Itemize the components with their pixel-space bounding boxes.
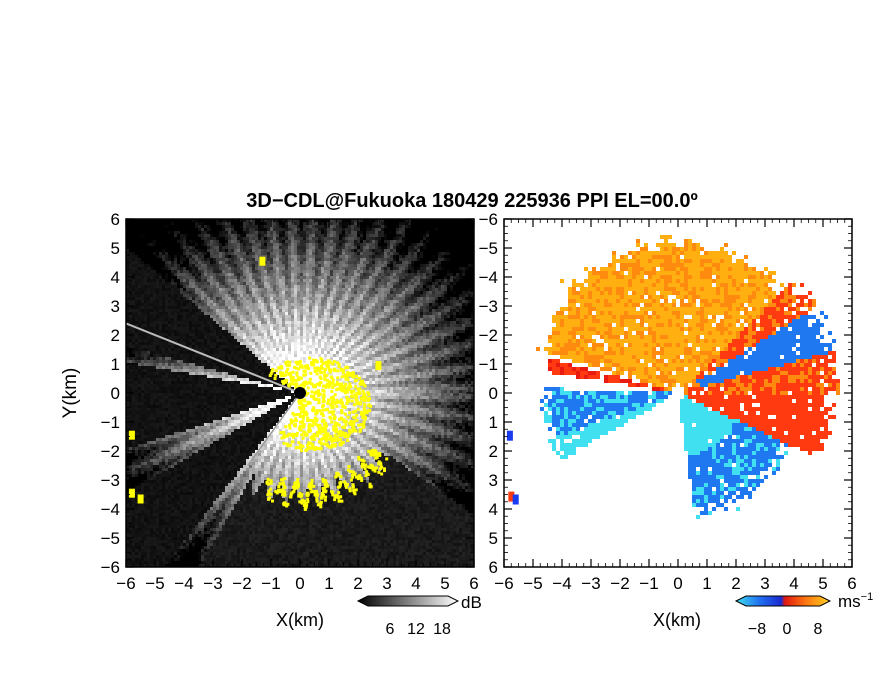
y-tick-label: 6 — [489, 558, 498, 577]
left-colorbar-tick-label: 18 — [433, 621, 451, 638]
y-tick-label: 2 — [489, 442, 498, 461]
y-tick-label: −5 — [479, 239, 498, 258]
y-tick-label: 4 — [489, 500, 498, 519]
x-tick-label: 4 — [411, 574, 420, 593]
x-tick-label: 4 — [789, 574, 798, 593]
x-tick-label: −4 — [174, 574, 193, 593]
x-tick-label: −4 — [552, 574, 571, 593]
x-tick-label: −2 — [610, 574, 629, 593]
right-colorbar-unit: ms−1 — [838, 591, 873, 611]
x-tick-label: 1 — [702, 574, 711, 593]
y-tick-label: −6 — [101, 558, 120, 577]
left-colorbar-tick-label: 6 — [386, 621, 395, 638]
y-tick-label: 3 — [111, 297, 120, 316]
right-x-axis-label: X(km) — [653, 610, 701, 630]
x-tick-label: 0 — [295, 574, 304, 593]
y-tick-label: 1 — [489, 413, 498, 432]
y-tick-label: −3 — [101, 471, 120, 490]
x-tick-label: 5 — [440, 574, 449, 593]
left-colorbar-tick-label: 12 — [407, 621, 425, 638]
y-tick-label: 5 — [111, 239, 120, 258]
x-tick-label: 6 — [847, 574, 856, 593]
y-tick-label: −2 — [479, 326, 498, 345]
x-tick-label: −1 — [639, 574, 658, 593]
x-tick-label: −3 — [203, 574, 222, 593]
x-tick-label: 5 — [818, 574, 827, 593]
y-tick-label: 4 — [111, 268, 120, 287]
left-colorbar: dB 6 12 18 — [358, 593, 482, 638]
y-tick-label: 6 — [111, 210, 120, 229]
y-tick-label: −3 — [479, 297, 498, 316]
y-tick-label: 2 — [111, 326, 120, 345]
y-tick-label: 5 — [489, 529, 498, 548]
right-colorbar-tick-label: 8 — [814, 621, 823, 638]
left-x-axis-label: X(km) — [276, 610, 324, 630]
x-tick-label: 0 — [673, 574, 682, 593]
y-tick-label: −6 — [479, 210, 498, 229]
y-tick-label: −1 — [101, 413, 120, 432]
y-tick-label: −1 — [479, 355, 498, 374]
right-colorbar-tick-label: 0 — [783, 621, 792, 638]
figure-title: 3D−CDL@Fukuoka 180429 225936 PPI EL=00.0… — [246, 190, 698, 212]
y-tick-label: 0 — [111, 384, 120, 403]
right-colorbar: ms−1 −8 0 8 — [736, 591, 873, 638]
y-tick-label: −4 — [479, 268, 498, 287]
y-tick-label: 1 — [111, 355, 120, 374]
left-y-axis-label: Y(km) — [60, 368, 81, 419]
y-tick-label: −5 — [101, 529, 120, 548]
x-tick-label: 2 — [353, 574, 362, 593]
reflectivity-image — [126, 219, 474, 567]
x-tick-label: −2 — [232, 574, 251, 593]
x-tick-label: −5 — [523, 574, 542, 593]
x-tick-label: −5 — [145, 574, 164, 593]
x-tick-label: −1 — [261, 574, 280, 593]
left-colorbar-unit: dB — [461, 593, 482, 612]
x-tick-label: −3 — [581, 574, 600, 593]
right-colorbar-tick-label: −8 — [748, 621, 766, 638]
x-tick-label: 2 — [731, 574, 740, 593]
y-tick-label: −2 — [101, 442, 120, 461]
x-tick-label: 6 — [469, 574, 478, 593]
x-tick-label: 1 — [324, 574, 333, 593]
x-tick-label: 3 — [382, 574, 391, 593]
y-tick-label: −4 — [101, 500, 120, 519]
y-tick-label: 3 — [489, 471, 498, 490]
y-tick-label: 0 — [489, 384, 498, 403]
x-tick-label: 3 — [760, 574, 769, 593]
